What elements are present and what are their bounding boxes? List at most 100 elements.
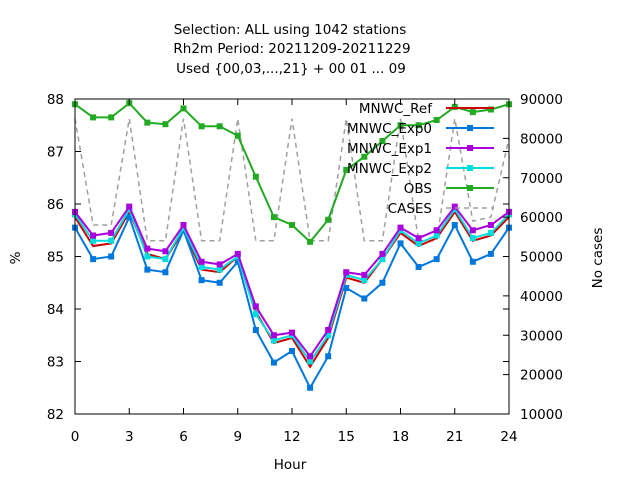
data-point-mnwc-exp1	[90, 232, 97, 239]
series-layer	[72, 100, 512, 391]
data-point-obs	[108, 114, 115, 121]
y-tick-label: 84	[47, 302, 64, 318]
data-point-obs	[433, 117, 440, 123]
data-point-mnwc-exp0	[289, 348, 295, 354]
y-tick-label: 86	[47, 197, 64, 213]
x-tick-label: 6	[179, 429, 188, 445]
y2-tick-label: 40000	[520, 289, 563, 305]
x-tick-label: 9	[233, 429, 242, 445]
data-point-mnwc-exp0	[126, 214, 133, 221]
series-mnwc-exp2	[72, 206, 512, 365]
legend-marker	[467, 165, 473, 171]
data-point-mnwc-exp1	[469, 227, 476, 234]
x-tick-label: 3	[125, 429, 134, 445]
x-tick-label: 15	[338, 429, 355, 445]
data-point-obs	[270, 214, 277, 221]
data-point-mnwc-exp1	[289, 329, 295, 336]
series-cases	[74, 118, 510, 242]
data-point-mnwc-exp0	[433, 256, 440, 263]
legend-entry-mnwc-ref: MNWC_Ref	[359, 101, 494, 117]
axes-layer	[74, 98, 510, 415]
data-point-mnwc-exp2	[307, 358, 314, 365]
ticks-layer: 82 83 84 85 86 87 88 10000 20000 30000 40000 50000 6…	[47, 92, 563, 445]
data-point-mnwc-exp1	[433, 227, 440, 234]
data-point-mnwc-exp1	[397, 224, 404, 231]
series-line-mnwc-exp0	[74, 214, 510, 390]
y2-tick-label: 20000	[520, 368, 563, 384]
data-point-obs	[379, 138, 386, 144]
data-point-obs	[325, 216, 332, 223]
title-line-2: Rh2m Period: 20211209-20211229	[173, 41, 410, 57]
series-mnwc-exp0	[72, 214, 512, 391]
legend-marker	[467, 125, 473, 131]
series-mnwc-exp1	[72, 203, 512, 360]
y2-tick-label: 10000	[520, 407, 563, 423]
title-line-3: Used {00,03,...,21} + 00 01 ... 09	[176, 61, 406, 77]
x-tick-label: 12	[283, 429, 300, 445]
series-line-cases	[74, 118, 510, 242]
legend-entry-mnwc-exp1: MNWC_Exp1	[347, 141, 494, 157]
y-tick-label: 83	[47, 355, 64, 371]
data-point-mnwc-exp1	[325, 327, 332, 333]
data-point-obs	[289, 222, 295, 228]
data-point-mnwc-exp0	[162, 269, 169, 276]
data-point-mnwc-exp0	[325, 353, 332, 360]
legend-entry-mnwc-exp0: MNWC_Exp0	[347, 121, 494, 137]
data-point-obs	[216, 123, 223, 130]
y2-axis-label: No cases	[590, 228, 606, 289]
data-point-mnwc-exp0	[451, 222, 458, 228]
legend-label: MNWC_Exp2	[347, 161, 432, 177]
data-point-mnwc-exp2	[361, 277, 368, 284]
data-point-mnwc-exp0	[90, 256, 97, 263]
data-point-mnwc-exp1	[451, 203, 458, 210]
data-point-mnwc-exp1	[234, 250, 241, 257]
x-tick-label: 21	[446, 429, 463, 445]
data-point-mnwc-exp2	[487, 229, 494, 236]
data-point-mnwc-exp0	[108, 253, 115, 260]
y2-tick-label: 50000	[520, 250, 563, 266]
y-tick-label: 85	[47, 250, 64, 266]
data-point-mnwc-exp2	[108, 237, 115, 244]
data-point-obs	[487, 106, 494, 113]
data-point-mnwc-exp2	[198, 264, 205, 270]
data-point-mnwc-exp1	[108, 229, 115, 236]
legend-label: MNWC_Ref	[359, 101, 433, 117]
y2-tick-label: 80000	[520, 131, 563, 147]
data-point-mnwc-exp2	[379, 256, 386, 263]
data-point-mnwc-exp2	[90, 237, 97, 244]
data-point-mnwc-exp1	[198, 258, 205, 265]
data-point-mnwc-exp0	[469, 258, 476, 265]
legend: MNWC_Ref MNWC_Exp0 MNWC_Exp1 MNWC_Exp2 OBS CA…	[347, 101, 494, 217]
legend-label: CASES	[388, 201, 432, 217]
y-tick-label: 88	[47, 92, 64, 108]
data-point-mnwc-exp1	[162, 248, 169, 255]
data-point-mnwc-exp2	[325, 332, 332, 339]
data-point-obs	[307, 238, 314, 245]
data-point-obs	[415, 122, 422, 129]
data-point-mnwc-exp0	[415, 264, 422, 270]
data-point-mnwc-exp1	[415, 235, 422, 242]
x-axis-label: Hour	[274, 457, 307, 473]
data-point-mnwc-exp0	[144, 266, 151, 273]
x-tick-label: 18	[392, 429, 409, 445]
data-point-mnwc-exp2	[433, 232, 440, 239]
plot-frame	[74, 98, 510, 415]
data-point-mnwc-exp0	[379, 279, 386, 286]
data-point-obs	[469, 109, 476, 116]
data-point-obs	[198, 123, 205, 130]
y2-tick-label: 30000	[520, 328, 563, 344]
data-point-mnwc-exp2	[144, 253, 151, 260]
y-axis-label: %	[8, 251, 24, 264]
data-point-mnwc-exp2	[469, 235, 476, 242]
legend-marker	[467, 185, 473, 191]
y2-tick-label: 70000	[520, 171, 563, 187]
x-tick-label: 24	[500, 429, 517, 445]
chart-title: Selection: ALL using 1042 stations Rh2m …	[173, 22, 410, 77]
data-point-mnwc-exp0	[198, 277, 205, 284]
data-point-obs	[451, 103, 458, 110]
data-point-obs	[180, 105, 187, 112]
data-point-mnwc-exp2	[216, 266, 223, 273]
data-point-mnwc-exp1	[180, 222, 187, 228]
legend-entry-mnwc-exp2: MNWC_Exp2	[347, 161, 494, 177]
